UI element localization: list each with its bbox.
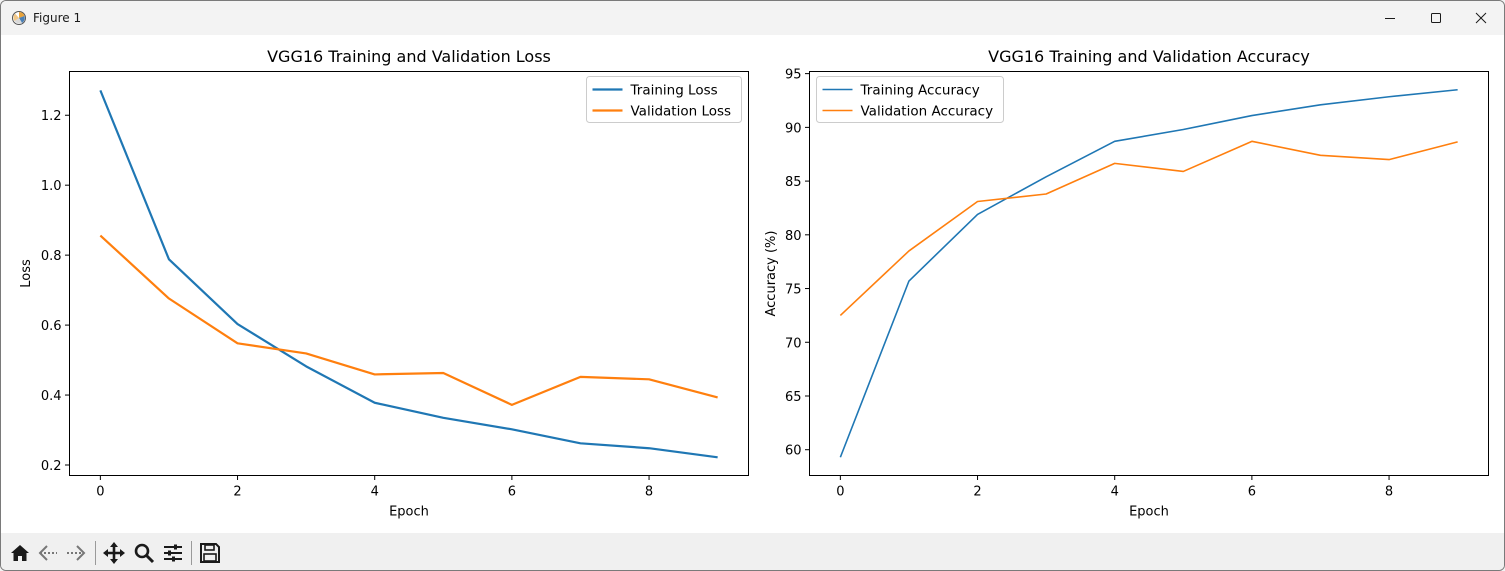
home-button[interactable] [6,539,34,567]
x-tick-label: 8 [1385,485,1393,500]
figure-canvas[interactable]: VGG16 Training and Validation Loss 0 2 4 6 8 0… [1,35,1505,533]
y-tick-label: 90 [785,121,802,136]
y-tick-label: 0.4 [41,389,62,404]
forward-icon [67,545,86,561]
legend-box [816,76,1004,123]
pan-button[interactable] [100,539,128,567]
pan-icon [103,542,125,564]
x-tick-label: 0 [96,485,104,500]
forward-button[interactable] [62,539,90,567]
chart-title: VGG16 Training and Validation Loss [267,47,551,66]
title-bar[interactable]: Figure 1 [1,1,1504,35]
zoom-icon [134,543,155,564]
home-icon [11,545,29,561]
series-line-1[interactable] [839,88,1458,458]
y-tick-label: 85 [785,175,802,190]
x-axis-label: Epoch [389,505,429,520]
configure-icon [164,544,182,562]
subplot-2[interactable]: VGG16 Training and Validation Accuracy 0 2… [764,47,1489,520]
x-axis-label: Epoch [1129,505,1169,520]
minimize-button[interactable] [1367,1,1413,35]
x-tick-label: 4 [371,485,379,500]
series-line-2[interactable] [839,140,1458,316]
legend-label: Training Loss [630,83,718,99]
minimize-icon [1385,18,1395,19]
navigation-toolbar [1,533,1504,570]
maximize-icon [1431,13,1441,23]
legend-label: Validation Loss [631,104,732,120]
maximize-button[interactable] [1413,1,1459,35]
save-icon [200,543,220,563]
y-tick-label: 65 [785,390,802,405]
axes-frame [69,71,749,476]
configure-subplots-button[interactable] [159,539,187,567]
close-icon [1475,12,1487,24]
y-tick-label: 70 [785,336,802,351]
subplot-1[interactable]: VGG16 Training and Validation Loss 0 2 4 6 8 0… [19,47,749,520]
y-axis-label: Accuracy (%) [764,231,779,317]
series-line-1[interactable] [99,89,718,459]
zoom-button[interactable] [130,539,158,567]
legend-label: Training Accuracy [860,83,980,99]
x-tick-label: 8 [645,485,653,500]
legend: Training Loss Validation Loss [586,76,742,123]
chart-title: VGG16 Training and Validation Accuracy [988,47,1310,66]
y-tick-label: 60 [785,444,802,459]
legend: Training Accuracy Validation Accuracy [816,76,1004,123]
close-button[interactable] [1458,1,1504,35]
series-line-2[interactable] [99,234,718,406]
y-tick-label: 75 [785,283,802,298]
x-tick-label: 0 [836,485,844,500]
back-button[interactable] [34,539,62,567]
x-tick-label: 4 [1111,485,1119,500]
y-tick-label: 1.2 [41,109,62,124]
x-tick-label: 6 [1248,485,1256,500]
x-tick-label: 2 [973,485,981,500]
toolbar-separator [191,541,192,565]
matplotlib-app-icon [11,10,27,26]
window-title: Figure 1 [33,11,82,25]
legend-label: Validation Accuracy [861,104,994,120]
x-tick-label: 6 [508,485,516,500]
y-tick-label: 0.2 [41,459,62,474]
legend-box [586,76,742,123]
toolbar-separator [95,541,96,565]
x-tick-label: 2 [233,485,241,500]
y-tick-label: 95 [785,68,802,83]
y-tick-label: 0.8 [41,249,62,264]
y-axis-label: Loss [19,259,34,288]
save-button[interactable] [196,539,224,567]
y-tick-label: 1.0 [41,179,62,194]
y-tick-label: 80 [785,229,802,244]
y-tick-label: 0.6 [41,319,62,334]
axes-frame [809,71,1489,476]
back-icon [38,545,57,561]
